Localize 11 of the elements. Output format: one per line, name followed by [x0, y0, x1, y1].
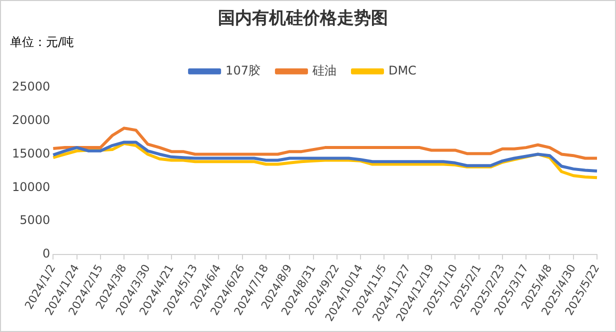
y-tick-label: 15000: [12, 146, 50, 160]
chart-title: 国内有机硅价格走势图: [218, 8, 388, 29]
y-tick-label: 0: [42, 246, 50, 261]
legend-label: 107胶: [226, 64, 260, 78]
y-tick-label: 10000: [12, 180, 50, 194]
y-tick-label: 5000: [20, 213, 50, 228]
legend-label: DMC: [388, 64, 416, 78]
legend-label: 硅油: [311, 64, 336, 78]
y-tick-label: 25000: [12, 80, 50, 94]
text: 单位：元/吨: [10, 35, 74, 50]
y-tick-label: 20000: [12, 112, 50, 127]
